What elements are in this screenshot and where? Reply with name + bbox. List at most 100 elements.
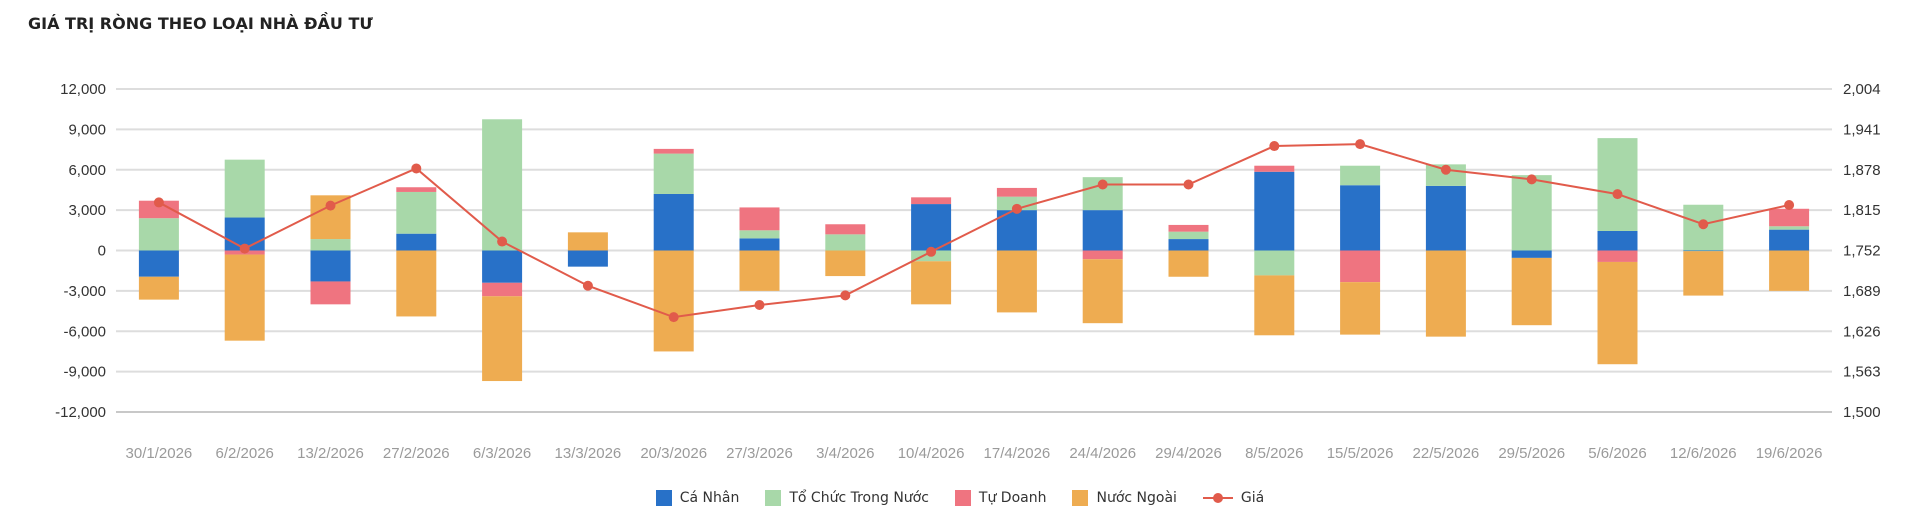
bar-segment: [1769, 250, 1810, 291]
price-line-layer: [153, 139, 1795, 323]
bar-segment: [1597, 250, 1638, 262]
price-point: [1440, 164, 1451, 175]
y-right-tick-label: 1,752: [1843, 243, 1881, 260]
legend-label: Nước Ngoài: [1096, 490, 1177, 506]
price-point: [754, 299, 765, 310]
y-left-tick-label: 9,000: [68, 121, 106, 138]
price-point: [1269, 141, 1280, 152]
legend-swatch: [954, 490, 971, 506]
y-right-tick-label: 2,004: [1843, 81, 1881, 98]
price-point: [840, 290, 851, 301]
bar-segment: [1769, 226, 1810, 230]
bar-segment: [1769, 208, 1810, 227]
x-tick-label: 27/2/2026: [383, 445, 450, 462]
y-left-tick-label: 12,000: [60, 81, 106, 98]
bar-segment: [911, 204, 952, 251]
legend-item[interactable]: Tổ Chức Trong Nước: [765, 490, 929, 506]
legend-item[interactable]: Nước Ngoài: [1072, 490, 1177, 506]
bar-segment: [1769, 229, 1810, 251]
price-point: [668, 312, 679, 323]
bar-segment: [1254, 250, 1295, 276]
bar-segment: [1597, 230, 1638, 251]
x-tick-label: 6/3/2026: [473, 445, 531, 462]
price-point: [411, 163, 422, 174]
bar-segment: [911, 197, 952, 205]
bar-segment: [653, 153, 694, 194]
x-tick-label: 12/6/2026: [1670, 445, 1737, 462]
bar-segment: [1511, 175, 1552, 251]
price-point: [1183, 179, 1194, 190]
x-tick-label: 10/4/2026: [898, 445, 965, 462]
bar-segment: [996, 250, 1037, 313]
price-point: [1097, 179, 1108, 190]
y-left-tick-label: -3,000: [63, 283, 106, 300]
x-tick-label: 15/5/2026: [1327, 445, 1394, 462]
bar-segment: [482, 250, 523, 283]
bar-segment: [739, 207, 780, 231]
bar-segment: [1168, 239, 1209, 251]
y-right-tick-label: 1,500: [1843, 404, 1881, 421]
x-tick-label: 27/3/2026: [726, 445, 793, 462]
y-left-tick-label: -9,000: [63, 364, 106, 381]
bar-segment: [138, 200, 179, 219]
bar-segment: [1340, 250, 1381, 283]
bar-segment: [1082, 259, 1123, 324]
bar-segment: [567, 250, 608, 267]
bar-segment: [739, 250, 780, 291]
legend-item[interactable]: Tự Doanh: [954, 490, 1047, 506]
bar-segment: [1597, 138, 1638, 231]
bar-segment: [1340, 185, 1381, 251]
legend-item[interactable]: Giá: [1202, 490, 1264, 506]
x-tick-label: 29/4/2026: [1155, 445, 1222, 462]
price-point: [1355, 139, 1366, 150]
bar-segment: [1168, 250, 1209, 277]
bar-segment: [739, 238, 780, 251]
bar-segment: [1425, 250, 1466, 337]
price-point: [1011, 203, 1022, 214]
price-point: [1784, 199, 1795, 210]
net-value-chart: 12,000 9,000 6,000 3,000 0 -3,000 -6,000 -9,000…: [55, 81, 1880, 462]
bar-segment: [996, 187, 1037, 197]
x-tick-label: 24/4/2026: [1069, 445, 1136, 462]
bar-segment: [653, 193, 694, 251]
bar-segment: [310, 250, 351, 282]
bar-segment: [1683, 251, 1724, 296]
y-left-tick-label: -12,000: [55, 404, 106, 421]
x-tick-label: 19/6/2026: [1756, 445, 1823, 462]
price-point: [1526, 174, 1537, 185]
bar-segment: [138, 250, 179, 277]
y-left-tick-label: 6,000: [68, 162, 106, 179]
x-tick-label: 20/3/2026: [640, 445, 707, 462]
x-tick-label: 3/4/2026: [816, 445, 874, 462]
price-point: [582, 280, 593, 291]
bar-segment: [825, 234, 866, 251]
x-tick-label: 13/2/2026: [297, 445, 364, 462]
x-tick-label: 17/4/2026: [984, 445, 1051, 462]
chart-legend: Cá Nhân Tổ Chức Trong Nước Tự Doanh Nước Ng…: [0, 490, 1920, 506]
x-tick-label: 6/2/2026: [216, 445, 274, 462]
bar-segment: [1082, 250, 1123, 260]
bar-segment: [1340, 165, 1381, 186]
bar-segment: [911, 261, 952, 305]
legend-label: Tự Doanh: [978, 490, 1047, 506]
bar-segment: [396, 187, 437, 192]
x-tick-label: 22/5/2026: [1413, 445, 1480, 462]
bar-segment: [1254, 165, 1295, 172]
bar-segment: [1082, 210, 1123, 251]
bar-segment: [996, 210, 1037, 251]
bar-segment: [310, 239, 351, 251]
bar-segment: [1168, 231, 1209, 240]
bar-segment: [567, 232, 608, 251]
bar-segment: [1511, 250, 1552, 258]
y-left-tick-label: -6,000: [63, 323, 106, 340]
legend-swatch: [1072, 490, 1089, 506]
legend-label: Tổ Chức Trong Nước: [789, 490, 929, 506]
bar-segment: [224, 254, 265, 341]
x-tick-label: 5/6/2026: [1588, 445, 1646, 462]
price-line: [158, 143, 1790, 319]
bar-segment: [482, 282, 523, 297]
legend-item[interactable]: Cá Nhân: [655, 490, 739, 506]
bar-segment: [1683, 250, 1724, 252]
axis-labels: 12,000 9,000 6,000 3,000 0 -3,000 -6,000 -9,000…: [55, 81, 1880, 462]
bar-segment: [310, 281, 351, 305]
